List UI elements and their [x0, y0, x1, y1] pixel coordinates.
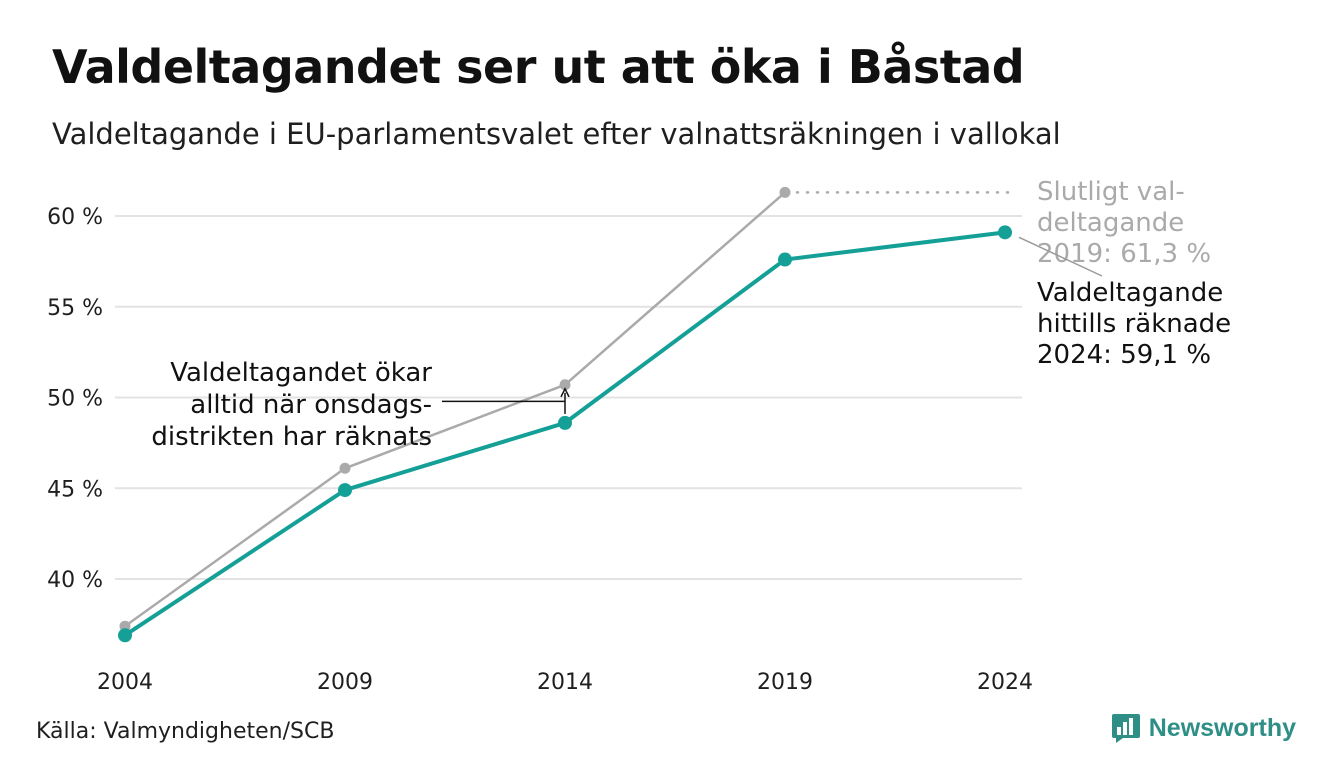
final-label-line: 2019: 61,3 % — [1037, 239, 1211, 269]
x-tick-label: 2014 — [537, 670, 593, 695]
y-tick-label: 50 % — [47, 387, 103, 412]
point-final-2014 — [559, 379, 571, 391]
source-note: Källa: Valmyndigheten/SCB — [36, 719, 335, 744]
x-tick-label: 2009 — [317, 670, 373, 695]
x-tick-label: 2019 — [757, 670, 813, 695]
x-axis: 2004 2009 2014 2019 2024 — [97, 670, 1033, 695]
chart-subtitle: Valdeltagande i EU-parlamentsvalet efter… — [52, 117, 1061, 151]
y-tick-label: 45 % — [47, 477, 103, 502]
series — [118, 186, 1012, 643]
brand-name: Newsworthy — [1148, 713, 1296, 742]
gap-label-line: alltid när onsdags- — [190, 390, 432, 420]
x-tick-label: 2004 — [97, 670, 153, 695]
chart-title: Valdeltagandet ser ut att öka i Båstad — [52, 40, 1025, 94]
y-tick-label: 40 % — [47, 568, 103, 593]
gap-annotation-label: Valdeltagandet ökar alltid när onsdags-di… — [151, 358, 432, 452]
final-label-line: Slutligt val- — [1037, 177, 1185, 207]
gap-label-line: Valdeltagandet ökar — [170, 358, 432, 388]
point-counted-2004 — [118, 628, 132, 643]
gap-arrow-head — [560, 387, 570, 398]
point-counted-2024 — [998, 225, 1012, 240]
x-tick-label: 2024 — [977, 670, 1033, 695]
y-tick-label: 55 % — [47, 296, 103, 321]
series-line-final — [124, 191, 786, 628]
counted-label-line: Valdeltagande — [1037, 278, 1223, 308]
newsworthy-logo-icon — [1111, 714, 1140, 743]
y-tick-label: 60 % — [47, 205, 103, 230]
point-final-2009 — [339, 462, 351, 474]
final-label-line: deltagande — [1037, 208, 1184, 238]
counted-label-line: 2024: 59,1 % — [1037, 340, 1211, 370]
y-axis: 40 % 45 % 50 % 55 % 60 % — [47, 205, 103, 593]
line-chart: 40 % 45 % 50 % 55 % 60 % 2004 2009 2014 2019 202… — [47, 177, 1231, 695]
annotations: Slutligt val-deltagande 2019: 61,3 %Valde… — [151, 177, 1231, 452]
point-counted-2014 — [558, 415, 572, 430]
final-value-label: Slutligt val-deltagande 2019: 61,3 % — [1037, 177, 1211, 269]
counted-value-label: Valdeltagande hittills räknade 2024: 59,1 … — [1037, 278, 1231, 370]
point-counted-2019 — [778, 252, 792, 267]
counted-leader-line — [1018, 236, 1103, 277]
counted-label-line: hittills räknade — [1037, 309, 1231, 339]
gap-label-line: distrikten har räknats — [151, 422, 432, 452]
gridlines — [115, 215, 1022, 580]
point-counted-2009 — [338, 483, 352, 498]
brand-logo: Newsworthy — [1111, 712, 1296, 744]
point-final-2019 — [779, 186, 791, 198]
